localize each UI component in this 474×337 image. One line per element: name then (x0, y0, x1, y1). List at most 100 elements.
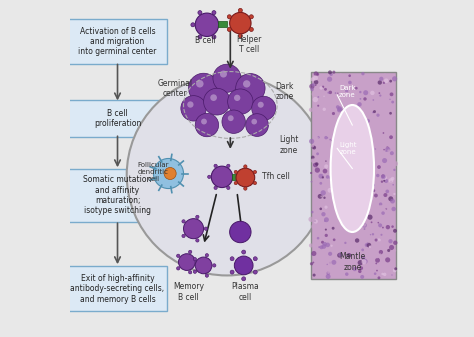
Circle shape (228, 15, 231, 19)
Circle shape (313, 167, 317, 171)
Circle shape (316, 73, 318, 75)
Circle shape (383, 149, 385, 150)
Circle shape (368, 165, 373, 170)
Circle shape (362, 207, 366, 212)
Circle shape (230, 270, 234, 274)
Circle shape (201, 119, 207, 124)
Circle shape (348, 81, 352, 84)
Circle shape (331, 140, 334, 143)
Circle shape (389, 135, 393, 139)
Circle shape (393, 161, 398, 166)
Circle shape (214, 164, 217, 167)
Circle shape (227, 186, 230, 189)
Circle shape (203, 88, 230, 115)
Circle shape (389, 162, 391, 165)
Circle shape (380, 195, 383, 197)
Circle shape (179, 254, 195, 270)
Ellipse shape (330, 105, 374, 232)
Circle shape (341, 260, 345, 263)
Circle shape (389, 112, 392, 115)
Circle shape (328, 239, 331, 242)
Circle shape (369, 246, 371, 248)
Circle shape (311, 91, 317, 97)
Circle shape (334, 204, 337, 206)
Circle shape (329, 175, 335, 180)
Circle shape (360, 123, 362, 125)
Circle shape (340, 73, 342, 75)
Circle shape (335, 92, 337, 94)
Circle shape (337, 173, 338, 175)
Circle shape (337, 170, 340, 173)
Circle shape (365, 174, 369, 178)
Circle shape (359, 91, 362, 93)
Circle shape (377, 165, 381, 169)
Circle shape (393, 168, 396, 171)
Text: Memory
B cell: Memory B cell (173, 282, 204, 302)
Circle shape (391, 100, 394, 103)
Circle shape (315, 167, 320, 173)
FancyBboxPatch shape (68, 168, 167, 222)
Circle shape (333, 156, 335, 157)
Circle shape (386, 225, 390, 229)
Circle shape (325, 234, 328, 237)
Circle shape (346, 125, 347, 127)
Circle shape (229, 221, 251, 243)
Circle shape (365, 231, 367, 234)
Circle shape (375, 258, 380, 263)
Text: Dark
zone: Dark zone (275, 82, 294, 101)
Circle shape (354, 189, 356, 191)
Circle shape (234, 181, 237, 185)
Circle shape (351, 133, 356, 138)
Circle shape (393, 269, 397, 272)
Circle shape (351, 140, 353, 141)
Circle shape (328, 127, 332, 131)
Circle shape (309, 139, 314, 144)
Circle shape (361, 172, 364, 174)
Circle shape (253, 170, 256, 174)
Circle shape (345, 89, 348, 93)
Circle shape (361, 166, 365, 171)
Circle shape (387, 159, 392, 164)
Circle shape (379, 77, 383, 81)
Circle shape (253, 270, 257, 274)
Circle shape (348, 191, 353, 196)
Circle shape (242, 277, 246, 281)
Circle shape (331, 265, 336, 270)
Circle shape (331, 260, 337, 265)
Circle shape (213, 64, 241, 92)
Circle shape (384, 79, 389, 83)
Circle shape (383, 82, 385, 84)
Circle shape (319, 208, 322, 210)
Circle shape (363, 259, 368, 264)
Circle shape (359, 197, 364, 202)
Circle shape (346, 253, 351, 258)
Circle shape (357, 175, 362, 179)
Circle shape (389, 268, 393, 273)
Circle shape (208, 175, 211, 179)
Circle shape (392, 76, 397, 81)
Circle shape (383, 123, 387, 127)
Circle shape (213, 264, 216, 267)
Circle shape (325, 228, 327, 231)
Circle shape (341, 194, 345, 198)
Circle shape (313, 180, 314, 182)
Circle shape (359, 129, 365, 135)
Circle shape (378, 241, 380, 243)
Circle shape (196, 239, 199, 242)
Circle shape (365, 211, 367, 212)
Circle shape (378, 92, 380, 94)
Circle shape (342, 147, 347, 152)
Circle shape (383, 180, 385, 182)
Circle shape (385, 189, 389, 193)
Circle shape (233, 175, 237, 179)
Circle shape (332, 112, 335, 115)
Circle shape (176, 254, 180, 257)
Circle shape (314, 219, 318, 223)
Circle shape (339, 228, 342, 231)
Circle shape (334, 157, 337, 160)
Circle shape (373, 99, 374, 101)
Circle shape (317, 105, 319, 107)
Circle shape (333, 209, 337, 213)
Circle shape (355, 108, 359, 112)
Circle shape (310, 172, 312, 174)
